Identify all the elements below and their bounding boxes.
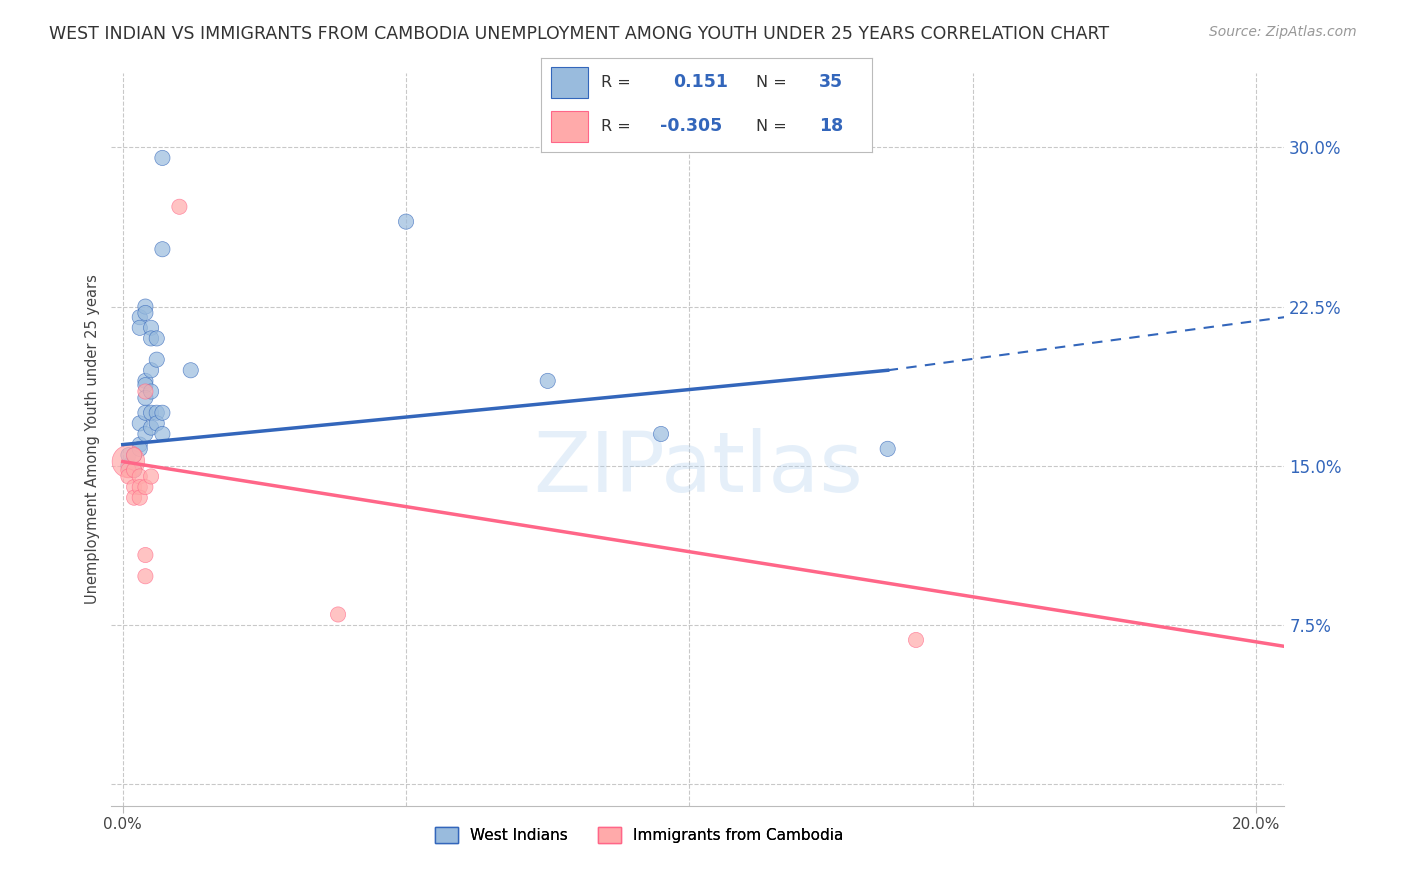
Point (326, 607, 349, 622)
Point (537, 374, 560, 388)
Point (650, 427, 672, 442)
Point (117, 454, 139, 468)
Point (117, 458, 139, 473)
Point (122, 463, 145, 477)
Point (134, 391, 156, 405)
Point (145, 331, 167, 345)
Text: 18: 18 (818, 118, 844, 136)
Point (139, 384, 162, 399)
Text: -0.305: -0.305 (661, 118, 723, 136)
Point (134, 427, 156, 442)
Point (122, 463, 145, 477)
Point (134, 378, 156, 392)
Point (134, 480, 156, 494)
Text: R =: R = (600, 119, 630, 134)
Point (122, 480, 145, 494)
Point (128, 480, 150, 494)
Point (128, 320, 150, 334)
Point (134, 384, 156, 399)
Point (117, 463, 139, 477)
Point (134, 569, 156, 583)
Point (876, 442, 898, 456)
Text: N =: N = (756, 75, 787, 90)
Text: 35: 35 (818, 73, 844, 91)
Point (145, 352, 167, 367)
Legend: West Indians, Immigrants from Cambodia: West Indians, Immigrants from Cambodia (429, 821, 849, 849)
Point (128, 437, 150, 451)
Point (134, 306, 156, 320)
Point (134, 374, 156, 388)
Point (152, 151, 174, 165)
Point (128, 491, 150, 505)
Text: Source: ZipAtlas.com: Source: ZipAtlas.com (1209, 25, 1357, 39)
Point (180, 363, 202, 377)
Point (139, 420, 162, 434)
Point (128, 310, 150, 325)
Point (152, 427, 174, 442)
Point (128, 417, 150, 431)
Point (122, 491, 145, 505)
Point (122, 448, 145, 462)
Point (904, 632, 927, 647)
Point (139, 320, 162, 334)
Point (134, 300, 156, 314)
Point (145, 406, 167, 420)
Point (169, 200, 191, 214)
Point (139, 406, 162, 420)
Point (128, 442, 150, 456)
Point (117, 469, 139, 483)
Text: R =: R = (600, 75, 630, 90)
Point (395, 214, 418, 228)
Point (152, 406, 174, 420)
Point (139, 469, 162, 483)
Text: 0.151: 0.151 (673, 73, 728, 91)
Point (134, 406, 156, 420)
Point (152, 242, 174, 256)
Point (122, 448, 145, 462)
Text: N =: N = (756, 119, 787, 134)
Point (145, 417, 167, 431)
Y-axis label: Unemployment Among Youth under 25 years: Unemployment Among Youth under 25 years (86, 275, 100, 604)
Text: ZIPatlas: ZIPatlas (533, 428, 863, 509)
FancyBboxPatch shape (551, 112, 588, 142)
Point (117, 448, 139, 462)
Point (139, 331, 162, 345)
Point (128, 469, 150, 483)
Text: WEST INDIAN VS IMMIGRANTS FROM CAMBODIA UNEMPLOYMENT AMONG YOUTH UNDER 25 YEARS : WEST INDIAN VS IMMIGRANTS FROM CAMBODIA … (49, 25, 1109, 43)
FancyBboxPatch shape (551, 68, 588, 98)
Point (139, 363, 162, 377)
Point (134, 548, 156, 562)
